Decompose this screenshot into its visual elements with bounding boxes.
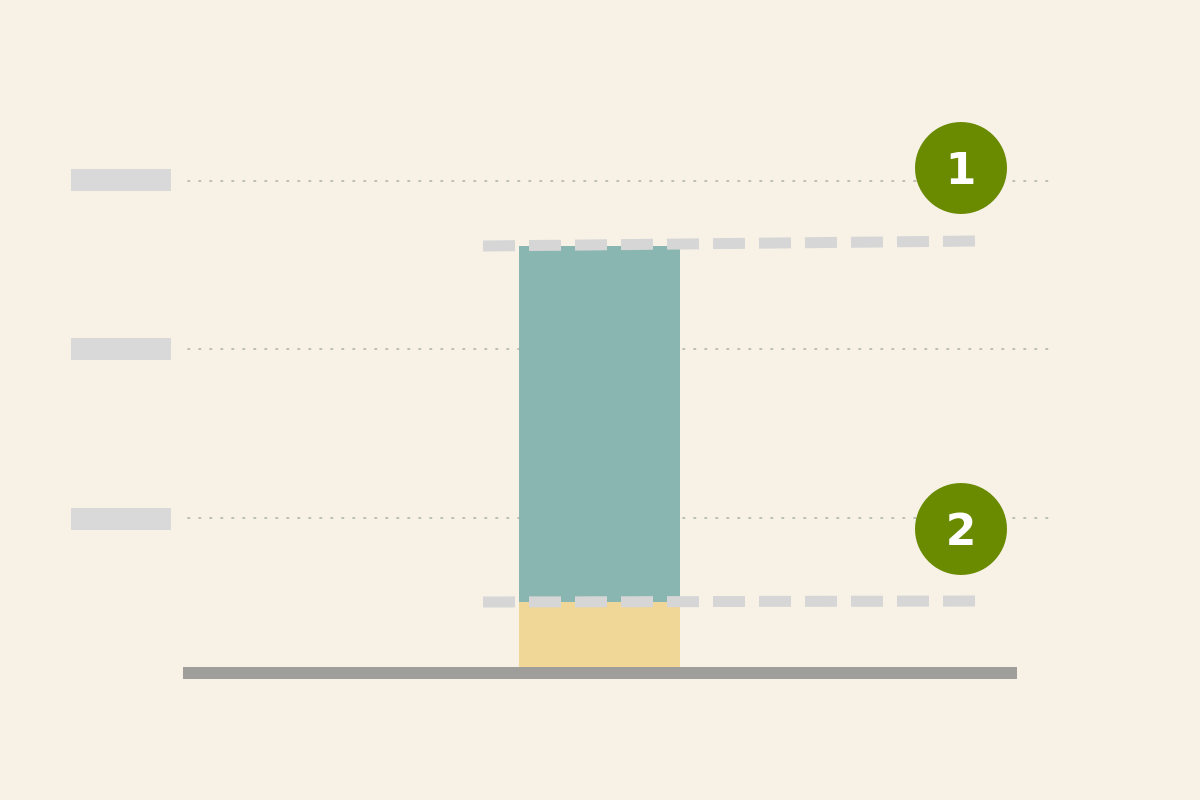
axis-label-placeholder-top — [71, 169, 171, 191]
axis-label-placeholder-bottom — [71, 508, 171, 530]
badge-2-circle — [915, 483, 1007, 575]
baseline-axis — [183, 667, 1017, 679]
dashed-marker-upper — [482, 235, 978, 252]
badge-1-circle — [915, 122, 1007, 214]
bar-segment-lower — [519, 602, 680, 668]
badge-2: 2 — [915, 483, 1007, 575]
axis-label-placeholder-middle — [71, 338, 171, 360]
badge-2-label: 2 — [946, 505, 977, 556]
dashed-marker-lower — [482, 595, 978, 608]
bar-segment-upper — [519, 246, 680, 602]
badge-1-label: 1 — [946, 144, 977, 195]
badge-1: 1 — [915, 122, 1007, 214]
